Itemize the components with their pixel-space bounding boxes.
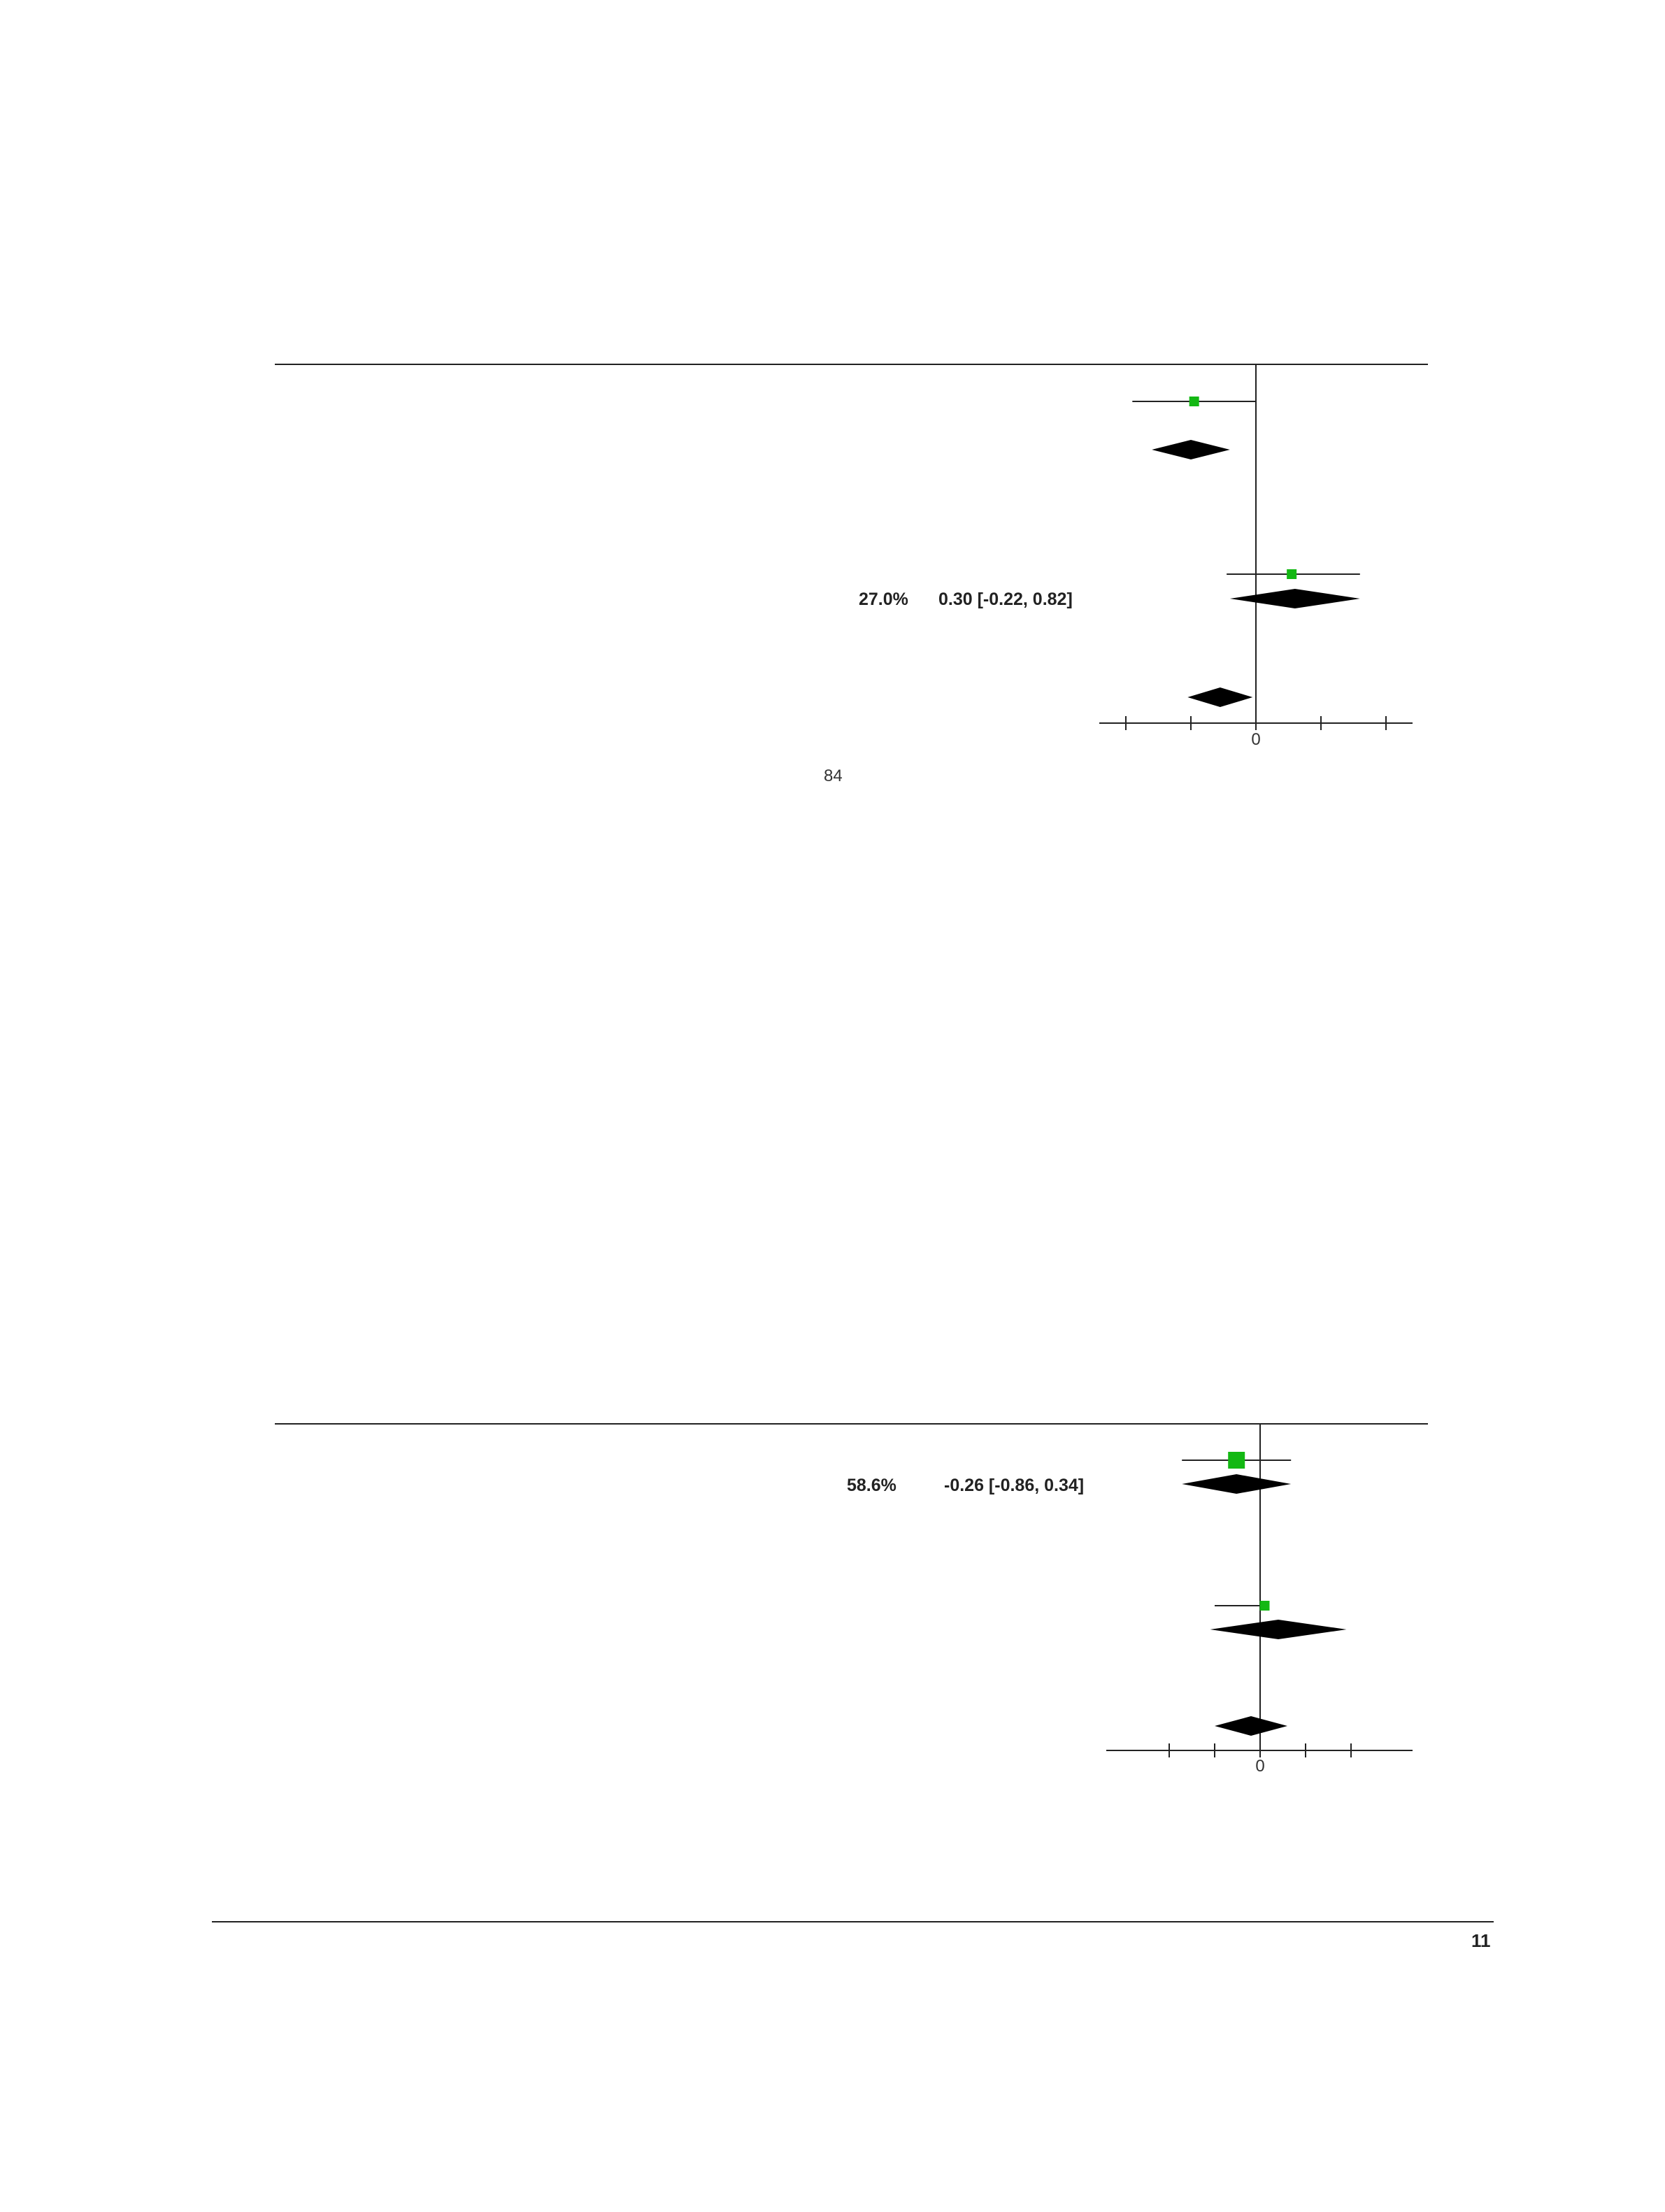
chart1-pooled-diamond-0 [1152,440,1230,459]
chart2-ci-label: -0.26 [-0.86, 0.34] [944,1476,1085,1495]
chart1-weight-label: 27.0% [859,590,908,609]
mid-page-number: 84 [824,766,843,785]
chart2-pooled-diamond-1 [1210,1620,1347,1639]
chart1-pooled-diamond-1 [1229,589,1360,608]
chart2-weight-label: 58.6% [847,1476,896,1495]
chart1-zero-tick-label: 0 [1251,730,1261,749]
chart1-ci-label: 0.30 [-0.22, 0.82] [938,590,1073,609]
chart2-study-marker-0 [1228,1452,1245,1469]
chart2-study-marker-1 [1259,1601,1270,1611]
footer-page-number: 11 [1471,1930,1491,1951]
chart1-study-marker-1 [1287,569,1297,579]
chart1-pooled-diamond-2 [1187,687,1253,707]
footer-rule [212,1921,1494,1922]
chart2-pooled-diamond-2 [1215,1716,1287,1736]
chart1-study-marker-0 [1189,397,1199,406]
chart2-zero-tick-label: 0 [1255,1757,1265,1776]
chart2-pooled-diamond-0 [1182,1474,1292,1494]
